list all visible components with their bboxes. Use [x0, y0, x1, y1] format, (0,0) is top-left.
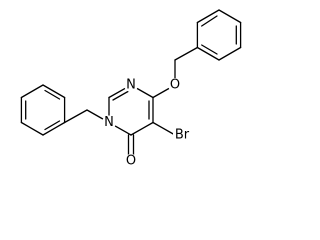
label-mask	[173, 128, 192, 142]
bond	[42, 121, 66, 136]
bond	[201, 44, 218, 55]
bond	[218, 9, 242, 24]
bond	[42, 84, 66, 99]
label-mask	[168, 78, 182, 92]
bond	[20, 121, 44, 136]
structure-diagram: N N O O Br	[20, 9, 242, 169]
label-mask	[124, 78, 138, 92]
bond	[196, 46, 220, 61]
bond	[152, 121, 176, 136]
label-mask	[124, 154, 138, 168]
atom-label: Br	[175, 128, 190, 143]
atom-masks	[102, 78, 192, 168]
bond	[174, 46, 199, 61]
atom-labels: N N O O Br	[104, 78, 190, 169]
atom-label: O	[170, 78, 180, 93]
bond	[63, 109, 88, 124]
label-mask	[102, 115, 116, 130]
bond	[130, 121, 154, 136]
bond	[218, 46, 242, 61]
bond	[196, 9, 220, 24]
atom-label: O	[126, 154, 136, 169]
bond	[201, 15, 218, 27]
atom-label: N	[104, 115, 114, 130]
bond	[112, 90, 129, 101]
page: N N O O Br (() => { const data = JSON.pa…	[20, 9, 242, 169]
bond	[44, 89, 61, 100]
bond	[44, 120, 61, 131]
atom-label: N	[126, 78, 136, 93]
bond	[20, 84, 44, 99]
